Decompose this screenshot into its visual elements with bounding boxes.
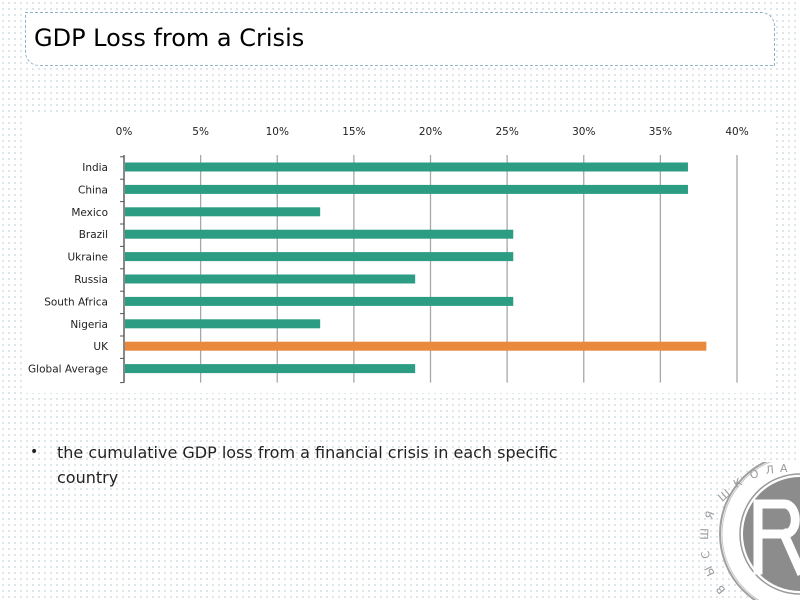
x-tick-label: 5% bbox=[192, 126, 209, 138]
x-tick-label: 0% bbox=[116, 126, 133, 138]
bullet-item: • the cumulative GDP loss from a financi… bbox=[30, 440, 590, 490]
x-tick-label: 35% bbox=[649, 126, 672, 138]
x-tick-label: 25% bbox=[495, 126, 518, 138]
svg-text:А: А bbox=[780, 462, 788, 475]
bar bbox=[125, 162, 688, 172]
bar bbox=[125, 184, 688, 194]
bar-highlight bbox=[125, 341, 707, 351]
chart-area: 0% 5% 10% 15% 20% 25% 30% 35% 40% India China Mexic… bbox=[25, 113, 775, 393]
category-label: Mexico bbox=[71, 207, 108, 219]
category-label: Ukraine bbox=[67, 252, 108, 264]
bar bbox=[125, 207, 321, 217]
category-label: South Africa bbox=[44, 296, 108, 308]
x-tick-label: 30% bbox=[572, 126, 595, 138]
x-tick-label: 20% bbox=[419, 126, 442, 138]
svg-text:О: О bbox=[748, 467, 760, 482]
title-box: GDP Loss from a Crisis bbox=[25, 12, 775, 66]
category-label: India bbox=[82, 162, 108, 174]
bullet-text: the cumulative GDP loss from a financial… bbox=[57, 443, 558, 487]
bar-chart: 0% 5% 10% 15% 20% 25% 30% 35% 40% India China Mexic… bbox=[28, 126, 749, 384]
svg-text:Я: Я bbox=[703, 509, 718, 521]
bar bbox=[125, 274, 416, 284]
svg-text:В: В bbox=[713, 582, 728, 596]
bullet-icon: • bbox=[30, 444, 39, 460]
bar bbox=[125, 319, 321, 329]
university-seal-logo: Ш К О Л А Я Ш С Ы В bbox=[700, 462, 800, 600]
category-label: Global Average bbox=[28, 364, 108, 376]
svg-text:Ы: Ы bbox=[702, 564, 718, 578]
bar bbox=[125, 364, 416, 374]
x-tick-label: 10% bbox=[266, 126, 289, 138]
svg-text:С: С bbox=[700, 550, 713, 560]
svg-text:Л: Л bbox=[765, 463, 775, 477]
category-label: Russia bbox=[74, 274, 108, 286]
category-label: UK bbox=[93, 341, 109, 353]
category-label: China bbox=[78, 184, 108, 196]
category-label: Nigeria bbox=[70, 319, 108, 331]
svg-text:Ш: Ш bbox=[700, 528, 711, 540]
bar bbox=[125, 252, 514, 262]
x-tick-label: 15% bbox=[342, 126, 365, 138]
bar bbox=[125, 229, 514, 239]
bar bbox=[125, 296, 514, 306]
category-label: Brazil bbox=[79, 229, 108, 241]
slide-title: GDP Loss from a Crisis bbox=[34, 24, 305, 52]
bullet-list: • the cumulative GDP loss from a financi… bbox=[30, 440, 590, 490]
x-tick-label: 40% bbox=[725, 126, 748, 138]
